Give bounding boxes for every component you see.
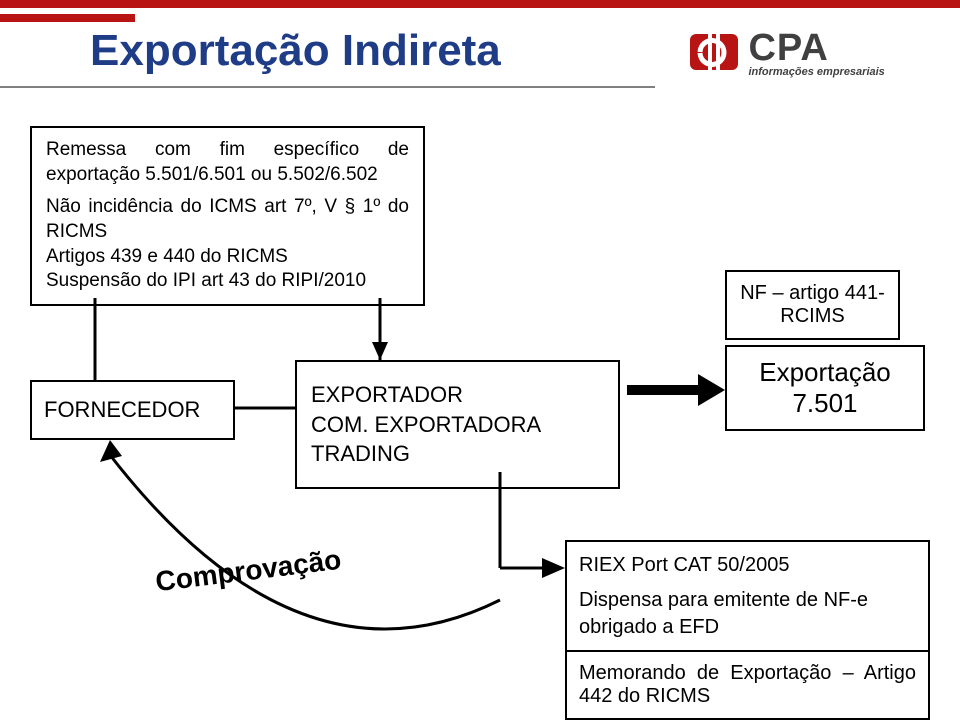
exportador-l1: EXPORTADOR	[311, 380, 604, 410]
export-l1: Exportação	[735, 357, 915, 388]
riex-l1: RIEX Port CAT 50/2005	[579, 552, 916, 579]
remessa-l1: Remessa com fim específico de exportação…	[46, 138, 409, 187]
stripe-red-1	[0, 0, 960, 8]
remessa-l3: Artigos 439 e 440 do RICMS	[46, 245, 409, 270]
logo-name: CPA	[748, 31, 884, 65]
fornecedor-box: FORNECEDOR	[30, 380, 235, 440]
fornecedor-label: FORNECEDOR	[44, 397, 200, 422]
export-l2: 7.501	[735, 388, 915, 419]
stripe-red-2	[0, 14, 135, 22]
slide: Exportação Indireta CPA informações empr…	[0, 0, 960, 720]
page-title: Exportação Indireta	[90, 26, 501, 76]
remessa-box: Remessa com fim específico de exportação…	[30, 126, 425, 306]
exportador-box: EXPORTADOR COM. EXPORTADORA TRADING	[295, 360, 620, 489]
comprovacao-label: Comprovação	[154, 544, 343, 599]
nf-box: NF – artigo 441- RCIMS	[725, 270, 900, 340]
nf-l1: NF – artigo 441-	[735, 282, 890, 305]
memo-label: Memorando de Exportação – Artigo 442 do …	[579, 662, 916, 707]
export-box: Exportação 7.501	[725, 345, 925, 431]
logo: CPA informações empresariais	[690, 30, 920, 90]
riex-l2: Dispensa para emitente de NF-e obrigado …	[579, 587, 916, 641]
memo-box: Memorando de Exportação – Artigo 442 do …	[565, 650, 930, 720]
exportador-l2: COM. EXPORTADORA	[311, 410, 604, 440]
logo-text: CPA informações empresariais	[748, 31, 884, 77]
remessa-l4: Suspensão do IPI art 43 do RIPI/2010	[46, 269, 409, 294]
logo-mark-icon	[690, 30, 738, 79]
remessa-l2: Não incidência do ICMS art 7º, V § 1º do…	[46, 195, 409, 244]
title-underline	[0, 86, 655, 88]
riex-box: RIEX Port CAT 50/2005 Dispensa para emit…	[565, 540, 930, 653]
nf-l2: RCIMS	[735, 305, 890, 328]
exportador-l3: TRADING	[311, 439, 604, 469]
logo-sub: informações empresariais	[748, 66, 884, 78]
